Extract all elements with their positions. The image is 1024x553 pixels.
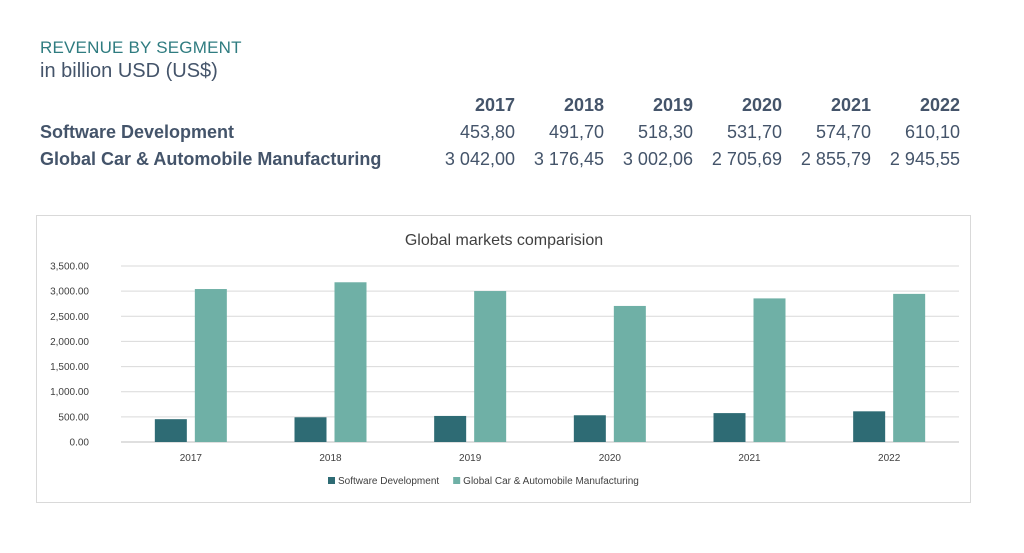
- legend: Software Development Global Car & Automob…: [328, 476, 639, 487]
- table-cell: 610,10: [904, 122, 960, 142]
- year-header: 2019: [652, 95, 693, 115]
- year-header: 2017: [474, 95, 515, 115]
- table-cell: 491,70: [548, 122, 604, 142]
- x-tick-label: 2018: [319, 453, 342, 464]
- revenue-table: 2017 2018 2019 2020 2021 2022 Software D…: [40, 92, 960, 173]
- table-cell: 3 176,45: [533, 149, 604, 169]
- legend-label: Global Car & Automobile Manufacturing: [463, 476, 639, 487]
- year-header: 2021: [830, 95, 871, 115]
- bar: [893, 293, 926, 442]
- gridlines: [121, 265, 959, 443]
- row-label: Global Car & Automobile Manufacturing: [40, 149, 382, 169]
- bar: [753, 298, 786, 442]
- year-header: 2020: [741, 95, 782, 115]
- legend-swatch: [328, 477, 335, 484]
- bar: [713, 413, 746, 442]
- table-cell: 453,80: [459, 122, 515, 142]
- table-cell: 2 945,55: [889, 149, 960, 169]
- bar: [474, 291, 507, 442]
- x-tick-label: 2022: [878, 453, 901, 464]
- legend-swatch: [453, 477, 461, 484]
- table-cell: 531,70: [726, 122, 782, 142]
- table-corner: [40, 92, 426, 119]
- table-cell: 574,70: [815, 122, 871, 142]
- row-label: Software Development: [40, 122, 235, 142]
- bar-chart: Global markets comparision 0.00 500.00 1,0…: [36, 215, 971, 503]
- y-tick-label: 0.00: [70, 438, 90, 449]
- chart-canvas: Global markets comparision 0.00 500.00 1,0…: [50, 232, 959, 487]
- bar: [853, 411, 886, 442]
- table-cell: 3 002,06: [622, 149, 693, 169]
- y-tick-label: 1,500.00: [50, 362, 89, 373]
- section-title: REVENUE BY SEGMENT: [40, 38, 242, 57]
- x-tick-label: 2019: [459, 453, 482, 464]
- bar: [613, 305, 646, 442]
- y-tick-label: 500.00: [58, 412, 89, 423]
- bar: [294, 417, 327, 442]
- table-row: Software Development 453,80 491,70 518,3…: [40, 119, 960, 146]
- x-tick-label: 2021: [738, 453, 761, 464]
- y-tick-label: 3,000.00: [50, 287, 89, 298]
- table-cell: 2 705,69: [711, 149, 782, 169]
- bar: [434, 415, 467, 442]
- x-tick-label: 2020: [599, 453, 622, 464]
- table-header-row: 2017 2018 2019 2020 2021 2022: [40, 92, 960, 119]
- chart-title: Global markets comparision: [405, 232, 603, 249]
- x-tick-label: 2017: [180, 453, 203, 464]
- bar: [573, 415, 606, 442]
- y-tick-label: 2,500.00: [50, 312, 89, 323]
- table-row: Global Car & Automobile Manufacturing 3 …: [40, 146, 960, 173]
- table-cell: 518,30: [637, 122, 693, 142]
- section-subtitle: in billion USD (US$): [40, 60, 218, 82]
- bars: [154, 282, 926, 442]
- bar: [154, 419, 187, 442]
- table-cell: 2 855,79: [800, 149, 871, 169]
- legend-label: Software Development: [338, 476, 439, 487]
- x-axis: 2017 2018 2019 2020 2021 2022: [180, 453, 901, 464]
- bar: [334, 282, 367, 442]
- heading: REVENUE BY SEGMENT in billion USD (US$): [40, 38, 242, 83]
- y-tick-label: 3,500.00: [50, 262, 89, 273]
- bar: [194, 289, 227, 442]
- y-tick-label: 2,000.00: [50, 337, 89, 348]
- year-header: 2018: [563, 95, 604, 115]
- year-header: 2022: [919, 95, 960, 115]
- table-cell: 3 042,00: [444, 149, 515, 169]
- y-axis: 0.00 500.00 1,000.00 1,500.00 2,000.00 2,500.…: [50, 262, 89, 449]
- y-tick-label: 1,000.00: [50, 387, 89, 398]
